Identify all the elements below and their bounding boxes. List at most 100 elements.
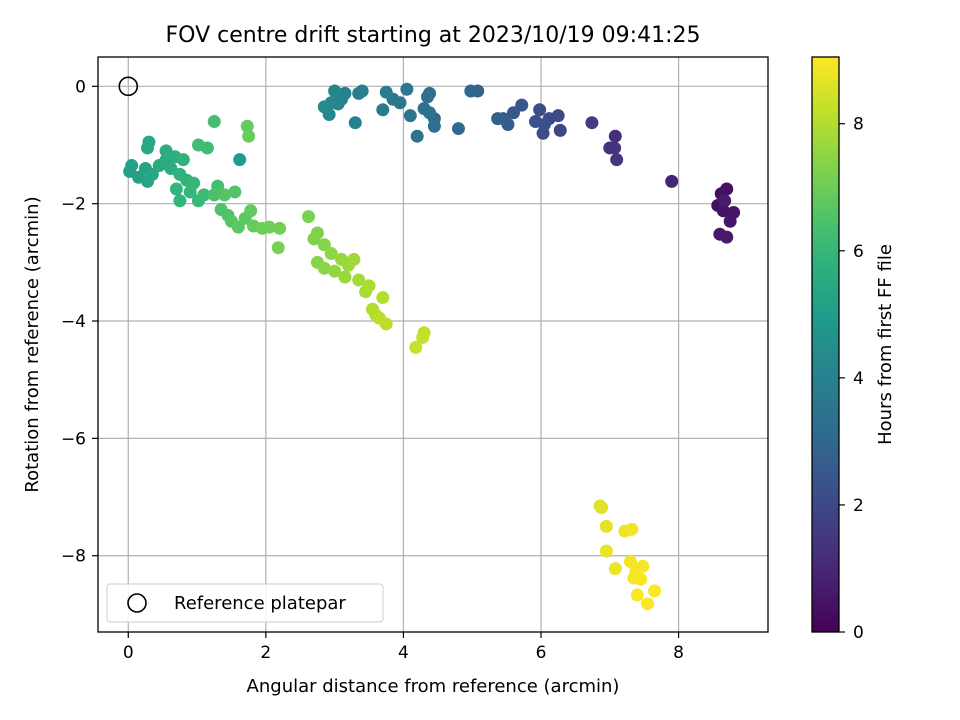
y-tick-label: −6 — [61, 429, 86, 449]
data-point — [599, 519, 613, 533]
data-point — [328, 84, 342, 98]
x-tick-label: 2 — [260, 643, 271, 663]
data-point — [723, 214, 737, 228]
data-point — [595, 501, 609, 515]
data-point — [641, 597, 655, 611]
data-point — [207, 188, 221, 202]
data-point — [231, 220, 245, 234]
data-point — [244, 204, 258, 218]
data-point — [317, 261, 331, 275]
x-tick-label: 6 — [536, 643, 547, 663]
data-point — [352, 86, 366, 100]
data-point — [362, 279, 376, 293]
data-point — [625, 522, 639, 536]
x-tick-label: 0 — [123, 643, 134, 663]
colorbar-tick-label: 0 — [853, 623, 864, 643]
data-point — [324, 247, 338, 261]
colorbar-frame — [811, 56, 840, 633]
data-point — [169, 182, 183, 196]
data-point — [665, 174, 679, 188]
data-point — [716, 204, 730, 218]
data-point — [608, 129, 622, 143]
chart-title: FOV centre drift starting at 2023/10/19 … — [166, 23, 701, 48]
y-axis-label: Rotation from reference (arcmin) — [22, 196, 43, 492]
data-point — [630, 588, 644, 602]
data-point — [176, 153, 190, 167]
data-point — [197, 188, 211, 202]
data-point — [553, 123, 567, 137]
data-point — [400, 82, 414, 96]
y-tick-label: 0 — [75, 77, 86, 97]
data-point — [416, 330, 430, 344]
data-point — [427, 119, 441, 133]
x-tick-label: 4 — [398, 643, 409, 663]
axes-frame — [97, 56, 769, 633]
colorbar-label: Hours from first FF file — [875, 244, 896, 445]
data-point — [410, 129, 424, 143]
y-tick-label: −2 — [61, 195, 86, 215]
data-point — [307, 232, 321, 246]
data-point — [636, 559, 650, 573]
colorbar-ticks: 0 2 4 6 8 — [839, 115, 864, 643]
data-point — [634, 572, 648, 586]
data-point — [141, 141, 155, 155]
data-point — [376, 103, 390, 117]
data-point — [338, 270, 352, 284]
data-point — [240, 119, 254, 133]
data-point — [528, 115, 542, 129]
data-point — [409, 340, 423, 354]
data-point — [242, 129, 256, 143]
data-point — [191, 138, 205, 152]
data-point — [608, 562, 622, 576]
data-point — [420, 90, 434, 104]
data-point — [379, 317, 393, 331]
data-point — [451, 122, 465, 136]
legend-label-reference: Reference platepar — [174, 593, 346, 614]
data-point — [423, 106, 437, 120]
data-point — [403, 109, 417, 123]
legend-marker-reference — [127, 593, 147, 613]
x-axis-ticks: 0 2 4 6 8 — [123, 632, 684, 663]
plot-area: 0 2 4 6 8 0 −2 −4 −6 −8 — [61, 56, 769, 663]
data-point — [173, 194, 187, 208]
data-point — [533, 103, 547, 117]
data-point — [328, 264, 342, 278]
colorbar: 0 2 4 6 8 Hours from first FF file — [811, 56, 896, 643]
data-point — [301, 210, 315, 224]
data-point — [187, 176, 201, 190]
data-point — [720, 230, 734, 244]
data-point — [585, 116, 599, 130]
data-point — [233, 153, 247, 167]
data-point — [610, 153, 624, 167]
data-point — [317, 238, 331, 252]
data-point — [145, 167, 159, 181]
data-point — [720, 182, 734, 196]
reference-platepar-marker — [118, 76, 139, 97]
grid-lines — [98, 57, 768, 632]
colorbar-tick-label: 6 — [853, 242, 864, 262]
data-point — [464, 84, 478, 98]
data-point — [608, 141, 622, 155]
data-point — [352, 273, 366, 287]
data-point — [718, 194, 732, 208]
data-point — [228, 185, 242, 199]
y-tick-label: −4 — [61, 312, 86, 332]
data-point — [515, 98, 529, 112]
data-point — [125, 159, 139, 173]
data-point — [271, 241, 285, 255]
data-point — [218, 188, 232, 202]
colorbar-tick-label: 4 — [853, 369, 864, 389]
data-point — [599, 544, 613, 558]
y-axis-ticks: 0 −2 −4 −6 −8 — [61, 77, 98, 567]
data-points — [123, 82, 741, 611]
data-point — [207, 115, 221, 129]
data-point — [647, 584, 661, 598]
x-tick-label: 8 — [673, 643, 684, 663]
y-tick-label: −8 — [61, 547, 86, 567]
colorbar-tick-label: 2 — [853, 496, 864, 516]
data-point — [317, 100, 331, 114]
x-axis-label: Angular distance from reference (arcmin) — [247, 676, 620, 697]
data-point — [379, 85, 393, 99]
legend: Reference platepar — [106, 583, 384, 623]
